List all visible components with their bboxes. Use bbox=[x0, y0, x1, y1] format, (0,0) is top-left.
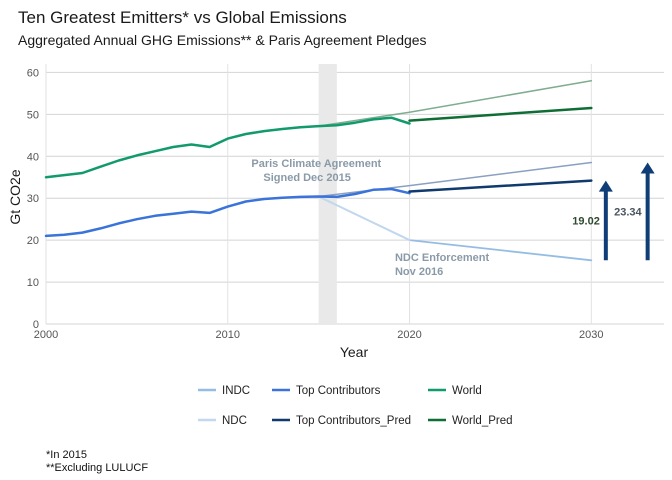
y-tick-label: 10 bbox=[27, 277, 39, 289]
series-line-indc bbox=[317, 195, 593, 262]
x-tick-label: 2000 bbox=[34, 329, 58, 341]
gap-arrows: 19.02 23.34 bbox=[572, 162, 655, 261]
footnotes: *In 2015**Excluding LULUCF bbox=[46, 449, 148, 474]
annotation-text: Nov 2016 bbox=[395, 266, 443, 278]
y-tick-label: 20 bbox=[27, 235, 39, 247]
series-lines bbox=[44, 80, 593, 262]
series-line-projection bbox=[317, 161, 593, 198]
y-axis-label: Gt CO2e bbox=[7, 169, 23, 224]
gap-arrow-label: 23.34 bbox=[614, 206, 642, 218]
legend-label: NDC bbox=[222, 415, 247, 427]
series-line-ndc bbox=[317, 195, 411, 241]
annotation-text: Signed Dec 2015 bbox=[263, 172, 350, 184]
annotation-text: NDC Enforcement bbox=[395, 252, 489, 264]
series-line-world-pred bbox=[408, 106, 593, 122]
legend-label: World bbox=[452, 385, 482, 397]
gap-arrow-label: 19.02 bbox=[572, 215, 600, 227]
annotations: Paris Climate Agreement Signed Dec 2015 ND… bbox=[251, 158, 489, 278]
y-tick-label: 60 bbox=[27, 67, 39, 79]
legend-label: INDC bbox=[222, 385, 250, 397]
x-tick-label: 2020 bbox=[397, 329, 421, 341]
x-axis-label: Year bbox=[340, 344, 369, 360]
series-line-projection bbox=[317, 80, 593, 127]
y-tick-label: 40 bbox=[27, 151, 39, 163]
shaded-band bbox=[318, 64, 337, 324]
chart-subtitle: Aggregated Annual GHG Emissions** & Pari… bbox=[18, 32, 427, 48]
footnote-text: **Excluding LULUCF bbox=[46, 462, 148, 474]
chart-title: Ten Greatest Emitters* vs Global Emissio… bbox=[18, 8, 347, 27]
paris-period-band bbox=[318, 64, 337, 324]
gap-arrow-head bbox=[640, 162, 655, 174]
series-line-top-contributors-pred bbox=[408, 179, 593, 193]
annotation-text: Paris Climate Agreement bbox=[251, 158, 381, 170]
gap-arrow-head bbox=[598, 180, 613, 192]
y-tick-label: 30 bbox=[27, 193, 39, 205]
y-tick-label: 0 bbox=[33, 319, 39, 331]
x-tick-label: 2010 bbox=[216, 329, 240, 341]
series-line-top-contributors bbox=[44, 187, 411, 238]
legend-label: Top Contributors bbox=[296, 385, 381, 397]
series-line-world bbox=[44, 116, 411, 179]
x-tick-label: 2030 bbox=[579, 329, 603, 341]
footnote-text: *In 2015 bbox=[46, 449, 87, 461]
legend-label: World_Pred bbox=[452, 415, 513, 427]
y-tick-label: 50 bbox=[27, 109, 39, 121]
legend-label: Top Contributors_Pred bbox=[296, 415, 411, 427]
legend: INDC Top Contributors World NDC Top Contribu… bbox=[198, 385, 513, 427]
